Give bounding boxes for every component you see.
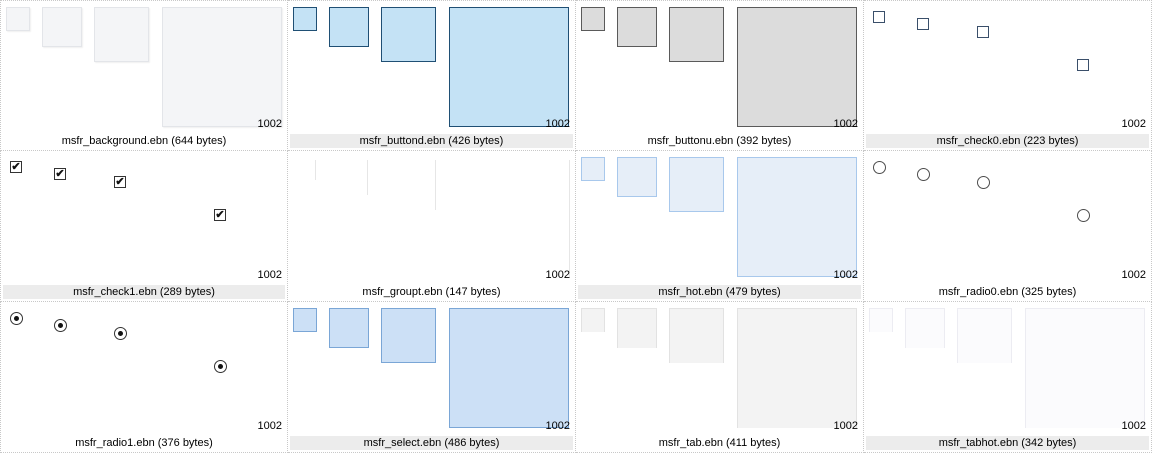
sample-preview-3 xyxy=(114,327,127,340)
sample-preview-2 xyxy=(329,7,369,47)
thumbnail-item[interactable]: 1002 msfr_groupt.ebn (147 bytes) xyxy=(288,151,576,302)
size-label: 1002 xyxy=(545,420,570,432)
sample-preview-4: ✔ xyxy=(214,209,226,221)
thumbnail-item[interactable]: 1002 msfr_buttonu.ebn (392 bytes) xyxy=(576,0,864,151)
sample-preview-1 xyxy=(581,7,605,31)
sample-preview-2 xyxy=(905,308,945,348)
sample-preview-2 xyxy=(617,308,657,348)
thumbnail-item[interactable]: 1002 msfr_radio1.ebn (376 bytes) xyxy=(0,302,288,453)
sample-preview-3 xyxy=(435,160,436,210)
sample-preview-4 xyxy=(1077,209,1090,222)
sample-preview-2 xyxy=(329,308,369,348)
sample-preview-1 xyxy=(581,157,605,181)
file-caption: msfr_buttonu.ebn (392 bytes) xyxy=(647,135,792,147)
sample-preview-4 xyxy=(449,308,569,428)
size-label: 1002 xyxy=(257,118,282,130)
size-label: 1002 xyxy=(1121,420,1146,432)
sample-preview-2 xyxy=(367,160,368,195)
thumbnail-item[interactable]: 1002 msfr_check0.ebn (223 bytes) xyxy=(864,0,1152,151)
size-label: 1002 xyxy=(833,420,858,432)
sample-preview-2 xyxy=(617,157,657,197)
sample-preview-1 xyxy=(581,308,605,332)
file-caption: msfr_background.ebn (644 bytes) xyxy=(61,135,227,147)
sample-preview-3 xyxy=(977,176,990,189)
file-caption: msfr_hot.ebn (479 bytes) xyxy=(578,285,861,299)
sample-preview-4 xyxy=(1025,308,1145,428)
sample-preview-4 xyxy=(449,7,569,127)
size-label: 1002 xyxy=(545,118,570,130)
sample-preview-4 xyxy=(1077,59,1089,71)
sample-preview-4 xyxy=(569,160,570,278)
sample-preview-3 xyxy=(957,308,1012,363)
size-label: 1002 xyxy=(545,269,570,281)
thumbnail-item[interactable]: 1002 msfr_radio0.ebn (325 bytes) xyxy=(864,151,1152,302)
size-label: 1002 xyxy=(833,269,858,281)
thumbnail-item[interactable]: 1002 msfr_tab.ebn (411 bytes) xyxy=(576,302,864,453)
thumbnail-item[interactable]: 1002 msfr_background.ebn (644 bytes) xyxy=(0,0,288,151)
sample-preview-4 xyxy=(214,360,227,373)
sample-preview-1 xyxy=(293,7,317,31)
sample-preview-3 xyxy=(381,7,436,62)
sample-preview-4 xyxy=(737,7,857,127)
size-label: 1002 xyxy=(833,118,858,130)
thumbnail-item[interactable]: 1002 msfr_buttond.ebn (426 bytes) xyxy=(288,0,576,151)
sample-preview-3 xyxy=(977,26,989,38)
sample-preview-3 xyxy=(669,157,724,212)
sample-preview-1 xyxy=(293,308,317,332)
file-caption: msfr_radio0.ebn (325 bytes) xyxy=(938,286,1077,298)
file-caption: msfr_radio1.ebn (376 bytes) xyxy=(75,437,213,449)
file-caption: msfr_buttond.ebn (426 bytes) xyxy=(290,134,573,148)
sample-preview-1 xyxy=(6,7,30,31)
sample-preview-1 xyxy=(869,308,893,332)
sample-preview-4 xyxy=(162,7,282,127)
sample-preview-1: ✔ xyxy=(10,161,22,173)
size-label: 1002 xyxy=(257,269,282,281)
sample-preview-2 xyxy=(617,7,657,47)
sample-preview-2 xyxy=(42,7,82,47)
sample-preview-3 xyxy=(381,308,436,363)
sample-preview-3 xyxy=(669,7,724,62)
sample-preview-2 xyxy=(54,319,67,332)
file-caption: msfr_tabhot.ebn (342 bytes) xyxy=(866,436,1149,450)
size-label: 1002 xyxy=(257,420,282,432)
file-caption: msfr_select.ebn (486 bytes) xyxy=(290,436,573,450)
file-caption: msfr_tab.ebn (411 bytes) xyxy=(658,437,781,449)
sample-preview-2: ✔ xyxy=(54,168,66,180)
sample-preview-4 xyxy=(737,308,857,428)
sample-preview-4 xyxy=(737,157,857,277)
thumbnail-item[interactable]: 1002 msfr_tabhot.ebn (342 bytes) xyxy=(864,302,1152,453)
sample-preview-1 xyxy=(873,161,886,174)
thumbnail-item[interactable]: 1002 msfr_select.ebn (486 bytes) xyxy=(288,302,576,453)
size-label: 1002 xyxy=(1121,269,1146,281)
sample-preview-1 xyxy=(873,11,885,23)
thumbnail-item[interactable]: ✔ ✔ ✔ ✔ 1002 msfr_check1.ebn (289 bytes) xyxy=(0,151,288,302)
sample-preview-1 xyxy=(10,312,23,325)
file-caption: msfr_groupt.ebn (147 bytes) xyxy=(362,286,501,298)
file-caption: msfr_check1.ebn (289 bytes) xyxy=(3,285,285,299)
size-label: 1002 xyxy=(1121,118,1146,130)
sample-preview-2 xyxy=(917,168,930,181)
sample-preview-1 xyxy=(315,160,316,180)
thumbnail-item[interactable]: 1002 msfr_hot.ebn (479 bytes) xyxy=(576,151,864,302)
sample-preview-3 xyxy=(94,7,149,62)
file-caption: msfr_check0.ebn (223 bytes) xyxy=(866,134,1149,148)
sample-preview-3: ✔ xyxy=(114,176,126,188)
sample-preview-2 xyxy=(917,18,929,30)
sample-preview-3 xyxy=(669,308,724,363)
